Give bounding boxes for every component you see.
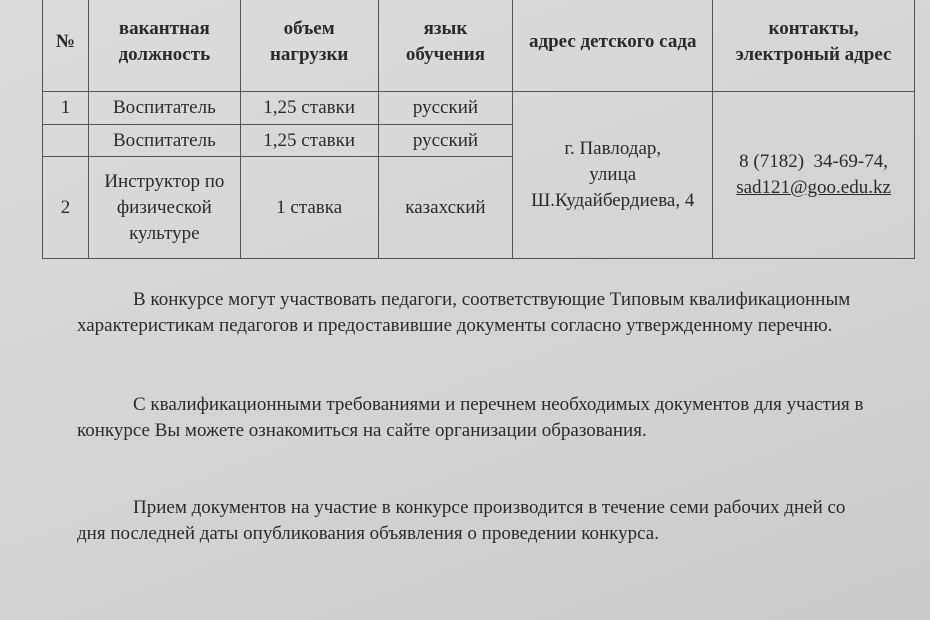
header-load: объем нагрузки bbox=[239, 0, 379, 92]
cell-load: 1,25 ставки bbox=[239, 124, 379, 157]
header-num: № bbox=[42, 0, 89, 92]
table-header-row: № вакантная должность объем нагрузки язы… bbox=[42, 0, 915, 92]
cell-num: 2 bbox=[42, 156, 89, 259]
phone: 8 (7182) 34-69-74, bbox=[739, 151, 888, 172]
header-position: вакантная должность bbox=[87, 0, 241, 92]
cell-load: 1,25 ставки bbox=[239, 91, 379, 125]
cell-language: казахский bbox=[377, 156, 514, 259]
address-line: г. Павлодар, bbox=[564, 138, 662, 159]
paragraph-requirements: С квалификационными требованиями и переч… bbox=[77, 394, 864, 441]
paragraph-deadline: Прием документов на участие в конкурсе п… bbox=[77, 497, 846, 544]
cell-position: Инструктор по физической культуре bbox=[87, 156, 241, 259]
cell-language: русский bbox=[377, 91, 514, 125]
header-language: язык обучения bbox=[377, 0, 514, 92]
address-line: улица bbox=[589, 164, 637, 185]
vacancy-table: № вакантная должность объем нагрузки язы… bbox=[42, 0, 915, 259]
table-row: 2 Инструктор по физической культуре 1 ст… bbox=[42, 156, 915, 259]
cell-num: 1 bbox=[42, 91, 89, 125]
cell-address: г. Павлодар, улица Ш.Кудайбердиева, 4 bbox=[512, 91, 714, 259]
cell-contacts: 8 (7182) 34-69-74, sad121@goo.edu.kz bbox=[712, 91, 915, 259]
cell-load: 1 ставка bbox=[239, 156, 379, 259]
cell-position: Воспитатель bbox=[87, 91, 241, 125]
table-row: 1 Воспитатель 1,25 ставки русский г. Пав… bbox=[42, 91, 915, 259]
header-address: адрес детского сада bbox=[512, 0, 714, 92]
cell-language: русский bbox=[377, 124, 514, 157]
header-contacts: контакты, электроный адрес bbox=[712, 0, 915, 92]
address-line: Ш.Кудайбердиева, 4 bbox=[531, 190, 695, 211]
email-link[interactable]: sad121@goo.edu.kz bbox=[736, 177, 891, 198]
paragraph-eligibility: В конкурсе могут участвовать педагоги, с… bbox=[77, 289, 851, 336]
cell-position: Воспитатель bbox=[87, 124, 241, 157]
cell-num bbox=[42, 124, 89, 157]
